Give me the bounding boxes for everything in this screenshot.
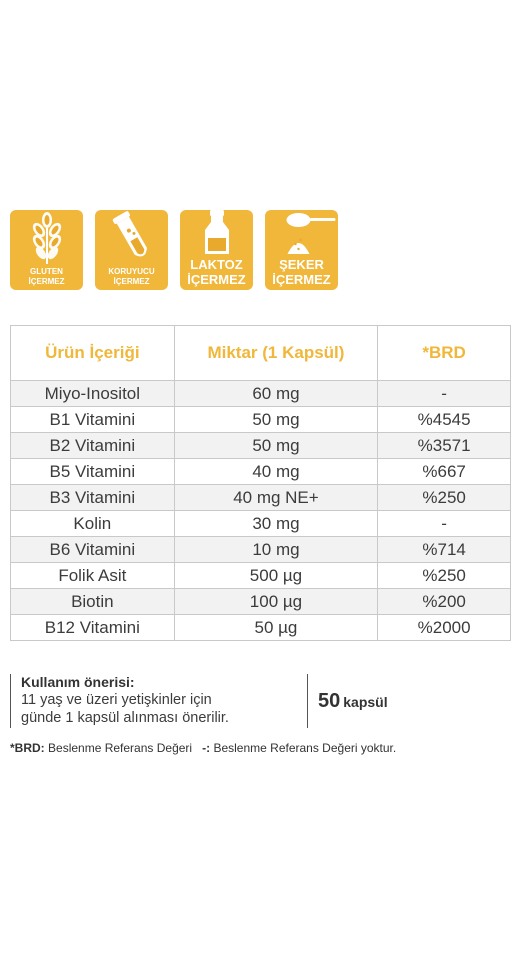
- ingredient-cell: Miyo-Inositol: [10, 380, 175, 407]
- usage-recommendation: Kullanım önerisi: 11 yaş ve üzeri yetişk…: [10, 674, 308, 728]
- table-row: Folik Asit 500 µg %250: [10, 562, 511, 589]
- usage-title: Kullanım önerisi:: [21, 674, 135, 690]
- brd-cell: -: [377, 380, 511, 407]
- ingredient-cell: B12 Vitamini: [10, 614, 175, 641]
- amount-cell: 40 mg NE+: [173, 484, 379, 511]
- badge-label-line2: İÇERMEZ: [187, 272, 246, 287]
- usage-line-2: günde 1 kapsül alınması önerilir.: [21, 710, 229, 726]
- dash-footnote-text: Beslenme Referans Değeri yoktur.: [213, 741, 397, 755]
- ingredient-cell: B5 Vitamini: [10, 458, 175, 485]
- gluten-free-badge: GLUTEN İÇERMEZ: [10, 210, 83, 290]
- ingredient-cell: Kolin: [10, 510, 175, 537]
- table-row: Kolin 30 mg -: [10, 510, 511, 537]
- badge-label-line1: KORUYUCU: [108, 267, 155, 276]
- badge-label-line1: ŞEKER: [279, 257, 324, 272]
- brd-footnote-key: *BRD:: [10, 741, 45, 755]
- ingredient-cell: B1 Vitamini: [10, 406, 175, 433]
- preservative-free-badge: KORUYUCU İÇERMEZ: [95, 210, 168, 290]
- nutrition-table: Ürün İçeriği Miktar (1 Kapsül) *BRD Miyo…: [10, 325, 511, 641]
- column-header-amount: Miktar (1 Kapsül): [173, 325, 379, 381]
- badge-label-line2: İÇERMEZ: [28, 277, 65, 286]
- table-row: B3 Vitamini 40 mg NE+ %250: [10, 484, 511, 511]
- sugar-spoon-icon: [265, 210, 338, 261]
- brd-cell: %200: [377, 588, 511, 615]
- amount-cell: 500 µg: [173, 562, 379, 589]
- milk-bottle-icon: [187, 210, 247, 261]
- brd-footnote-text: Beslenme Referans Değeri: [48, 741, 193, 755]
- brd-cell: -: [377, 510, 511, 537]
- amount-cell: 50 mg: [173, 432, 379, 459]
- badge-label-line2: İÇERMEZ: [272, 272, 331, 287]
- ingredient-cell: Folik Asit: [10, 562, 175, 589]
- ingredient-cell: B3 Vitamini: [10, 484, 175, 511]
- table-row: Biotin 100 µg %200: [10, 588, 511, 615]
- amount-cell: 50 µg: [173, 614, 379, 641]
- capsule-count-number: 50: [318, 690, 341, 712]
- lactose-free-badge: LAKTOZ İÇERMEZ: [180, 210, 253, 290]
- table-row: Miyo-Inositol 60 mg -: [10, 380, 511, 407]
- brd-cell: %4545: [377, 406, 511, 433]
- brd-cell: %3571: [377, 432, 511, 459]
- ingredient-cell: B6 Vitamini: [10, 536, 175, 563]
- ingredient-cell: B2 Vitamini: [10, 432, 175, 459]
- capsule-count: 50 kapsül: [318, 690, 388, 713]
- dash-footnote-key: -:: [202, 741, 211, 755]
- table-header-row: Ürün İçeriği Miktar (1 Kapsül) *BRD: [10, 325, 511, 381]
- brd-cell: %667: [377, 458, 511, 485]
- amount-cell: 30 mg: [173, 510, 379, 537]
- badge-label-line2: İÇERMEZ: [113, 277, 150, 286]
- table-row: B5 Vitamini 40 mg %667: [10, 458, 511, 485]
- column-header-ingredient: Ürün İçeriği: [10, 325, 175, 381]
- table-row: B6 Vitamini 10 mg %714: [10, 536, 511, 563]
- capsule-count-unit: kapsül: [343, 694, 388, 710]
- table-row: B12 Vitamini 50 µg %2000: [10, 614, 511, 641]
- brd-cell: %250: [377, 484, 511, 511]
- wheat-icon: [17, 210, 77, 271]
- badge-label-line1: LAKTOZ: [190, 257, 243, 272]
- amount-cell: 60 mg: [173, 380, 379, 407]
- table-row: B1 Vitamini 50 mg %4545: [10, 406, 511, 433]
- badge-row: GLUTEN İÇERMEZ KORUYUCU İÇERMEZ: [10, 210, 338, 290]
- amount-cell: 40 mg: [173, 458, 379, 485]
- brd-cell: %2000: [377, 614, 511, 641]
- amount-cell: 50 mg: [173, 406, 379, 433]
- test-tube-icon: [102, 210, 162, 271]
- brd-cell: %714: [377, 536, 511, 563]
- amount-cell: 100 µg: [173, 588, 379, 615]
- column-header-brd: *BRD: [377, 325, 511, 381]
- sugar-free-badge: ŞEKER İÇERMEZ: [265, 210, 338, 290]
- ingredient-cell: Biotin: [10, 588, 175, 615]
- footnote: *BRD: Beslenme Referans Değeri -: Beslen…: [10, 741, 396, 755]
- usage-line-1: 11 yaş ve üzeri yetişkinler için: [21, 692, 212, 708]
- table-row: B2 Vitamini 50 mg %3571: [10, 432, 511, 459]
- badge-label-line1: GLUTEN: [30, 267, 63, 276]
- brd-cell: %250: [377, 562, 511, 589]
- amount-cell: 10 mg: [173, 536, 379, 563]
